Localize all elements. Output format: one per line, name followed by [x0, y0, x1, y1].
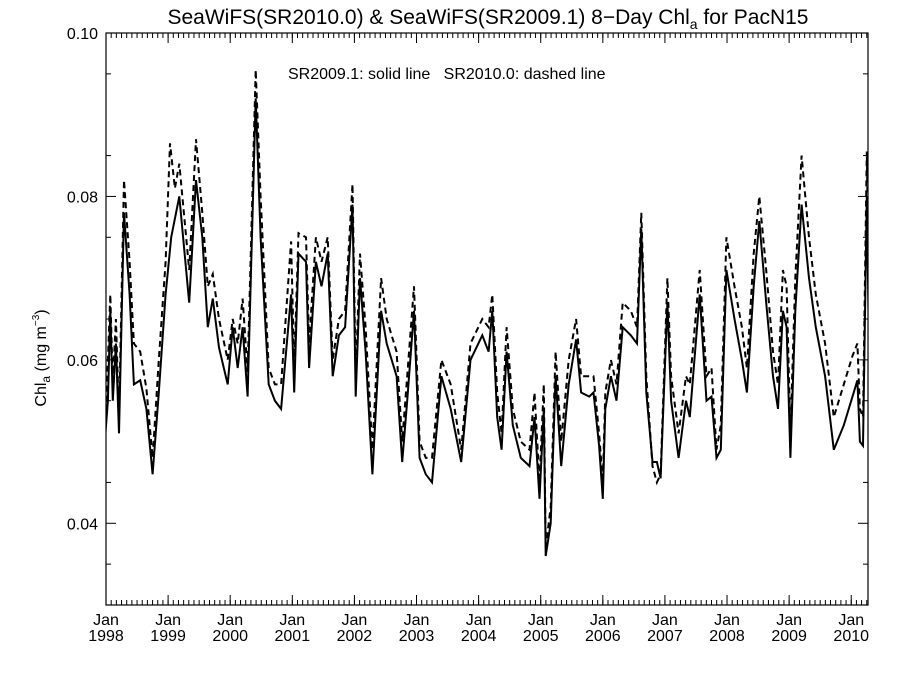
chart-title: SeaWiFS(SR2010.0) & SeaWiFS(SR2009.1) 8−… [168, 6, 809, 32]
x-tick-label-year: 2007 [647, 628, 683, 645]
x-tick-label-month: Jan [93, 612, 119, 629]
x-tick-label-month: Jan [279, 612, 305, 629]
x-tick-label-month: Jan [404, 612, 430, 629]
y-axis-label-middle: (mg m [33, 326, 50, 376]
x-tick-label-month: Jan [652, 612, 678, 629]
y-axis-label: Chla (mg m−3) [31, 309, 53, 406]
x-tick-label-month: Jan [590, 612, 616, 629]
x-tick-label-month: Jan [155, 612, 181, 629]
y-tick-label: 0.06 [67, 353, 98, 370]
series-line-sr2009-1 [106, 98, 868, 557]
y-axis-label-superscript: −3 [31, 314, 42, 326]
x-tick-label-month: Jan [466, 612, 492, 629]
x-tick-label-month: Jan [528, 612, 554, 629]
y-tick-label: 0.08 [67, 189, 98, 206]
x-tick-label-year: 2002 [337, 628, 373, 645]
y-tick-label: 0.10 [67, 26, 98, 43]
x-tick-label-year: 2006 [585, 628, 621, 645]
chart-title-suffix: for PacN15 [698, 6, 809, 29]
x-tick-label-year: 2000 [212, 628, 248, 645]
x-tick-label-year: 2008 [709, 628, 745, 645]
x-tick-label-year: 2010 [833, 628, 869, 645]
series-legend-note: SR2009.1: solid line SR2010.0: dashed li… [288, 66, 606, 83]
chart-title-subscript: a [690, 16, 698, 32]
plot-area: 0.040.060.080.10Jan1998Jan1999Jan2000Jan… [67, 26, 869, 645]
y-axis-label-text: Chl [33, 383, 50, 407]
x-tick-label-year: 2005 [523, 628, 559, 645]
x-tick-label-year: 2003 [399, 628, 435, 645]
x-tick-label-month: Jan [776, 612, 802, 629]
x-tick-label-month: Jan [217, 612, 243, 629]
x-tick-label-year: 1998 [88, 628, 124, 645]
x-tick-label-year: 2009 [771, 628, 807, 645]
x-tick-label-month: Jan [714, 612, 740, 629]
y-tick-label: 0.04 [67, 516, 98, 533]
x-tick-label-year: 1999 [150, 628, 186, 645]
chart-title-text: SeaWiFS(SR2010.0) & SeaWiFS(SR2009.1) 8−… [168, 6, 690, 29]
x-tick-label-year: 2001 [275, 628, 311, 645]
y-axis-label-subscript: a [39, 376, 53, 383]
series-line-sr2010-0 [106, 69, 868, 548]
plot-frame [105, 32, 869, 606]
x-tick-label-year: 2004 [461, 628, 497, 645]
x-tick-label-month: Jan [838, 612, 864, 629]
y-axis-label-suffix: ) [33, 309, 50, 314]
x-tick-label-month: Jan [342, 612, 368, 629]
